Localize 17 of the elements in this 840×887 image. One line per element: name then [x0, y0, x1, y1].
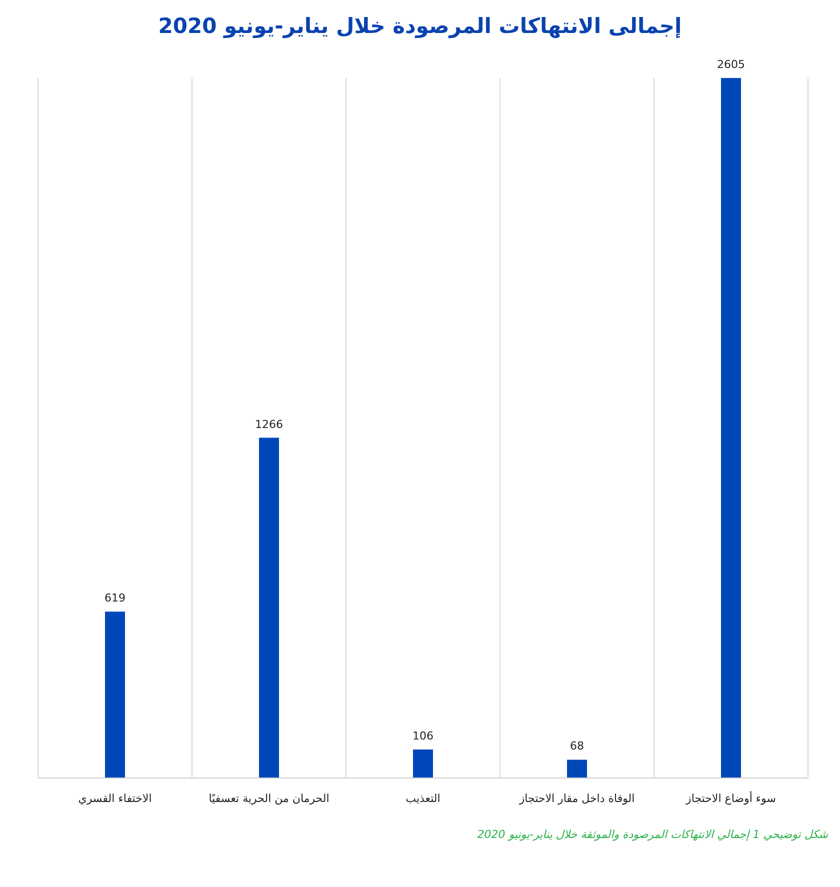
data-label: 2605 — [717, 58, 745, 71]
x-tick-label: الوفاة داخل مقار الاحتجاز — [518, 792, 635, 805]
bar — [105, 612, 125, 778]
bar — [567, 760, 587, 778]
x-tick-label: الاختفاء القسري — [78, 792, 152, 805]
x-tick-label: الحرمان من الحرية تعسفيًا — [208, 792, 330, 805]
bar — [413, 750, 433, 778]
text: شكل توضيحي 1 إجمالي الانتهاكات المرصودة والموثقة خلال يناير-يونيو 2020 — [476, 828, 829, 841]
data-label: 68 — [570, 740, 584, 753]
bar — [721, 78, 741, 778]
data-label: 1266 — [255, 418, 283, 431]
bar — [259, 438, 279, 778]
chart-title: إجمالى الانتهاكات المرصودة خلال يناير-يونيو 2020 — [157, 14, 683, 38]
data-label: 619 — [104, 592, 126, 605]
data-label: 106 — [412, 730, 434, 743]
x-tick-label: سوء أوضاع الاحتجاز — [685, 790, 776, 805]
x-tick-label: التعذيب — [406, 792, 440, 805]
